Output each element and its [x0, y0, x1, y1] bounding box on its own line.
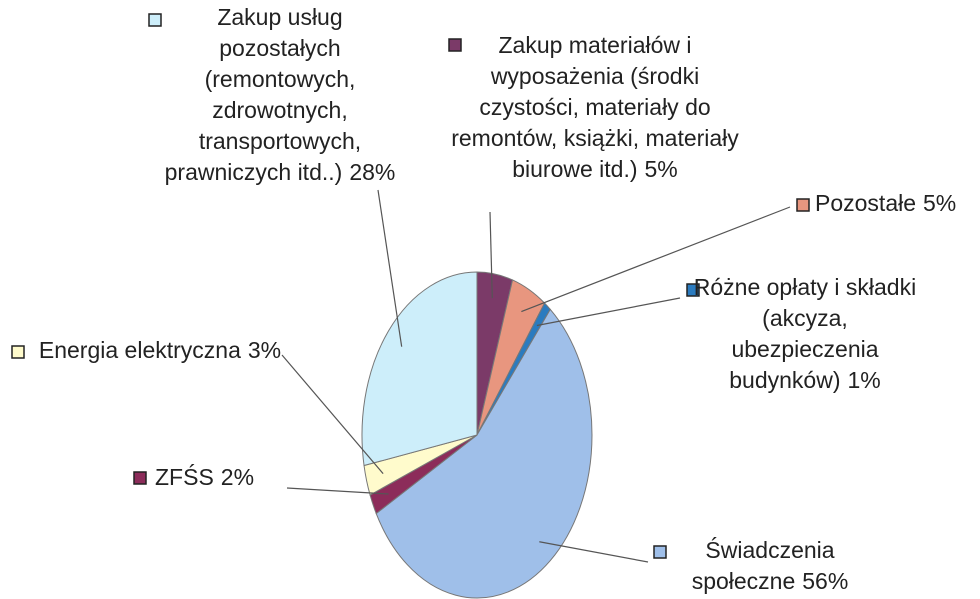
leader-line — [286, 487, 389, 495]
value-label: 5% — [644, 156, 678, 182]
value-label: 5% — [923, 190, 957, 216]
leader-line — [489, 211, 493, 299]
leader-line — [536, 297, 681, 327]
legend-marker — [148, 13, 162, 27]
pie-slice — [361, 271, 478, 467]
leader-line — [281, 354, 384, 475]
category-name: Świadczenia społeczne — [691, 537, 835, 594]
slice-label: Różne opłaty i składki (akcyza, ubezpiec… — [690, 272, 920, 396]
slice-label: Świadczenia społeczne 56% — [660, 535, 880, 597]
slice-label: ZFŚS 2% — [155, 462, 295, 493]
category-name: Energia elektryczna — [38, 337, 241, 363]
legend-marker — [448, 38, 462, 52]
leader-line — [377, 189, 403, 347]
category-name: Różne opłaty i składki (akcyza, ubezpiec… — [693, 274, 917, 393]
slice-label: Zakup usług pozostałych (remontowych, zd… — [160, 2, 400, 188]
value-label: 3% — [247, 337, 282, 363]
slice-label: Energia elektryczna 3% — [25, 335, 295, 366]
slice-label: Zakup materiałów i wyposażenia (środki c… — [440, 30, 750, 185]
pie-slice — [375, 308, 593, 599]
category-name: Pozostałe — [815, 190, 917, 216]
value-label: 56% — [802, 568, 849, 594]
legend-marker — [686, 283, 700, 297]
value-label: 1% — [847, 367, 881, 393]
slice-label: Pozostałe 5% — [815, 188, 980, 219]
value-label: 28% — [349, 159, 396, 185]
legend-marker — [653, 545, 667, 559]
legend-marker — [133, 471, 147, 485]
category-name: Zakup usług pozostałych (remontowych, zd… — [164, 4, 362, 185]
leader-line — [539, 541, 649, 563]
value-label: 2% — [220, 464, 255, 490]
category-name: ZFŚS — [155, 464, 214, 490]
leader-line — [521, 206, 791, 313]
legend-marker — [11, 345, 25, 359]
category-name: Zakup materiałów i wyposażenia (środki c… — [451, 32, 739, 182]
legend-marker — [796, 198, 810, 212]
